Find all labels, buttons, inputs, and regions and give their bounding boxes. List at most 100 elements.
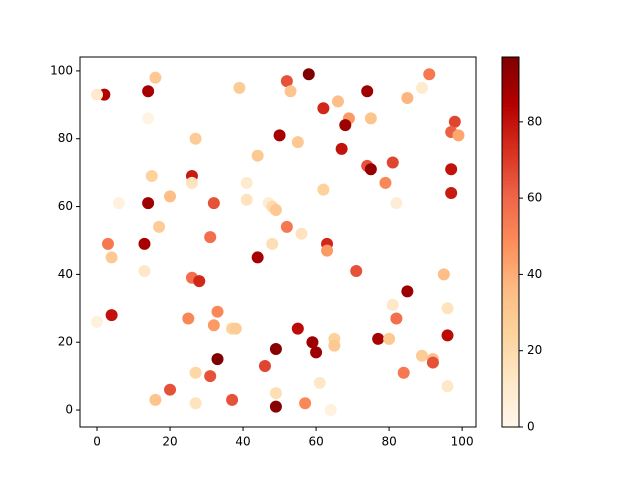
point (269, 387, 282, 400)
point (386, 156, 399, 169)
colorbar-band (502, 359, 519, 363)
colorbar-band (502, 183, 519, 188)
colorbar-band (502, 90, 519, 95)
colorbar-band (502, 399, 519, 403)
point (313, 376, 326, 389)
colorbar-band (502, 362, 519, 366)
y-tick-label: 60 (58, 199, 73, 213)
colorbar-band (502, 248, 519, 252)
point (269, 342, 282, 355)
plot-frame (79, 56, 477, 428)
colorbar-band (502, 87, 519, 92)
colorbar-band (502, 57, 519, 61)
colorbar-tick-label: 80 (527, 114, 542, 128)
point (138, 264, 151, 277)
colorbar-band (502, 106, 519, 111)
point (415, 81, 428, 94)
colorbar-band (502, 300, 519, 305)
colorbar-band (502, 60, 519, 64)
colorbar-band (502, 356, 519, 360)
point (299, 397, 312, 410)
colorbar-band (502, 346, 519, 351)
colorbar-band (502, 260, 519, 265)
colorbar-band (502, 112, 519, 117)
y-tick-label: 80 (58, 131, 73, 145)
colorbar-band (502, 72, 519, 77)
point (284, 85, 297, 98)
colorbar-band (502, 368, 519, 373)
colorbar-band (502, 343, 519, 348)
colorbar-band (502, 69, 519, 74)
colorbar-band (502, 94, 519, 98)
colorbar-band (502, 353, 519, 357)
point (258, 359, 271, 372)
colorbar-band (502, 365, 519, 370)
y-tick-label: 100 (50, 63, 73, 77)
colorbar-band (502, 134, 519, 138)
point (445, 163, 458, 176)
colorbar-band (502, 109, 519, 114)
colorbar-tick-label: 60 (527, 191, 542, 205)
point (266, 237, 279, 250)
colorbar-band (502, 291, 519, 296)
colorbar-band (502, 396, 519, 400)
colorbar-band (502, 266, 519, 271)
colorbar-band (502, 235, 519, 240)
colorbar-band (502, 155, 519, 160)
point (142, 85, 155, 98)
colorbar-band (502, 383, 519, 388)
colorbar-band (502, 97, 519, 101)
y-tick-label: 40 (58, 267, 73, 281)
point (415, 349, 428, 362)
colorbar-band (502, 189, 519, 194)
point (91, 88, 104, 101)
colorbar-band (502, 386, 519, 391)
point (149, 393, 162, 406)
point (280, 75, 293, 88)
point (211, 305, 224, 318)
point (193, 275, 206, 288)
point (149, 71, 162, 84)
point (182, 312, 195, 325)
colorbar-band (502, 402, 519, 407)
x-tick-label: 80 (381, 435, 396, 449)
point (390, 312, 403, 325)
colorbar-tick-label: 0 (527, 420, 535, 434)
point (364, 112, 377, 125)
point (321, 244, 334, 257)
point (295, 227, 308, 240)
colorbar-band (502, 192, 519, 197)
point (324, 404, 337, 417)
point (306, 336, 319, 349)
point (361, 85, 374, 98)
point (401, 285, 414, 298)
point (448, 115, 461, 128)
colorbar-band (502, 81, 519, 86)
point (397, 366, 410, 379)
point (441, 380, 454, 393)
point (164, 190, 177, 203)
point (207, 197, 220, 210)
point (142, 197, 155, 210)
point (138, 237, 151, 250)
point (317, 183, 330, 196)
colorbar-band (502, 328, 519, 333)
colorbar-band (502, 124, 519, 129)
colorbar-band (502, 306, 519, 311)
colorbar-band (502, 331, 519, 336)
colorbar-band (502, 303, 519, 308)
colorbar-band (502, 238, 519, 243)
colorbar-band (502, 100, 519, 104)
point (441, 329, 454, 342)
point (390, 197, 403, 210)
point (189, 132, 202, 145)
colorbar-band (502, 115, 519, 120)
colorbar-band (502, 405, 519, 410)
colorbar-band (502, 168, 519, 172)
point (273, 129, 286, 142)
colorbar-band (502, 420, 519, 425)
point (142, 112, 155, 125)
colorbar-band (502, 251, 519, 255)
point (383, 332, 396, 345)
colorbar-frame (501, 56, 520, 428)
